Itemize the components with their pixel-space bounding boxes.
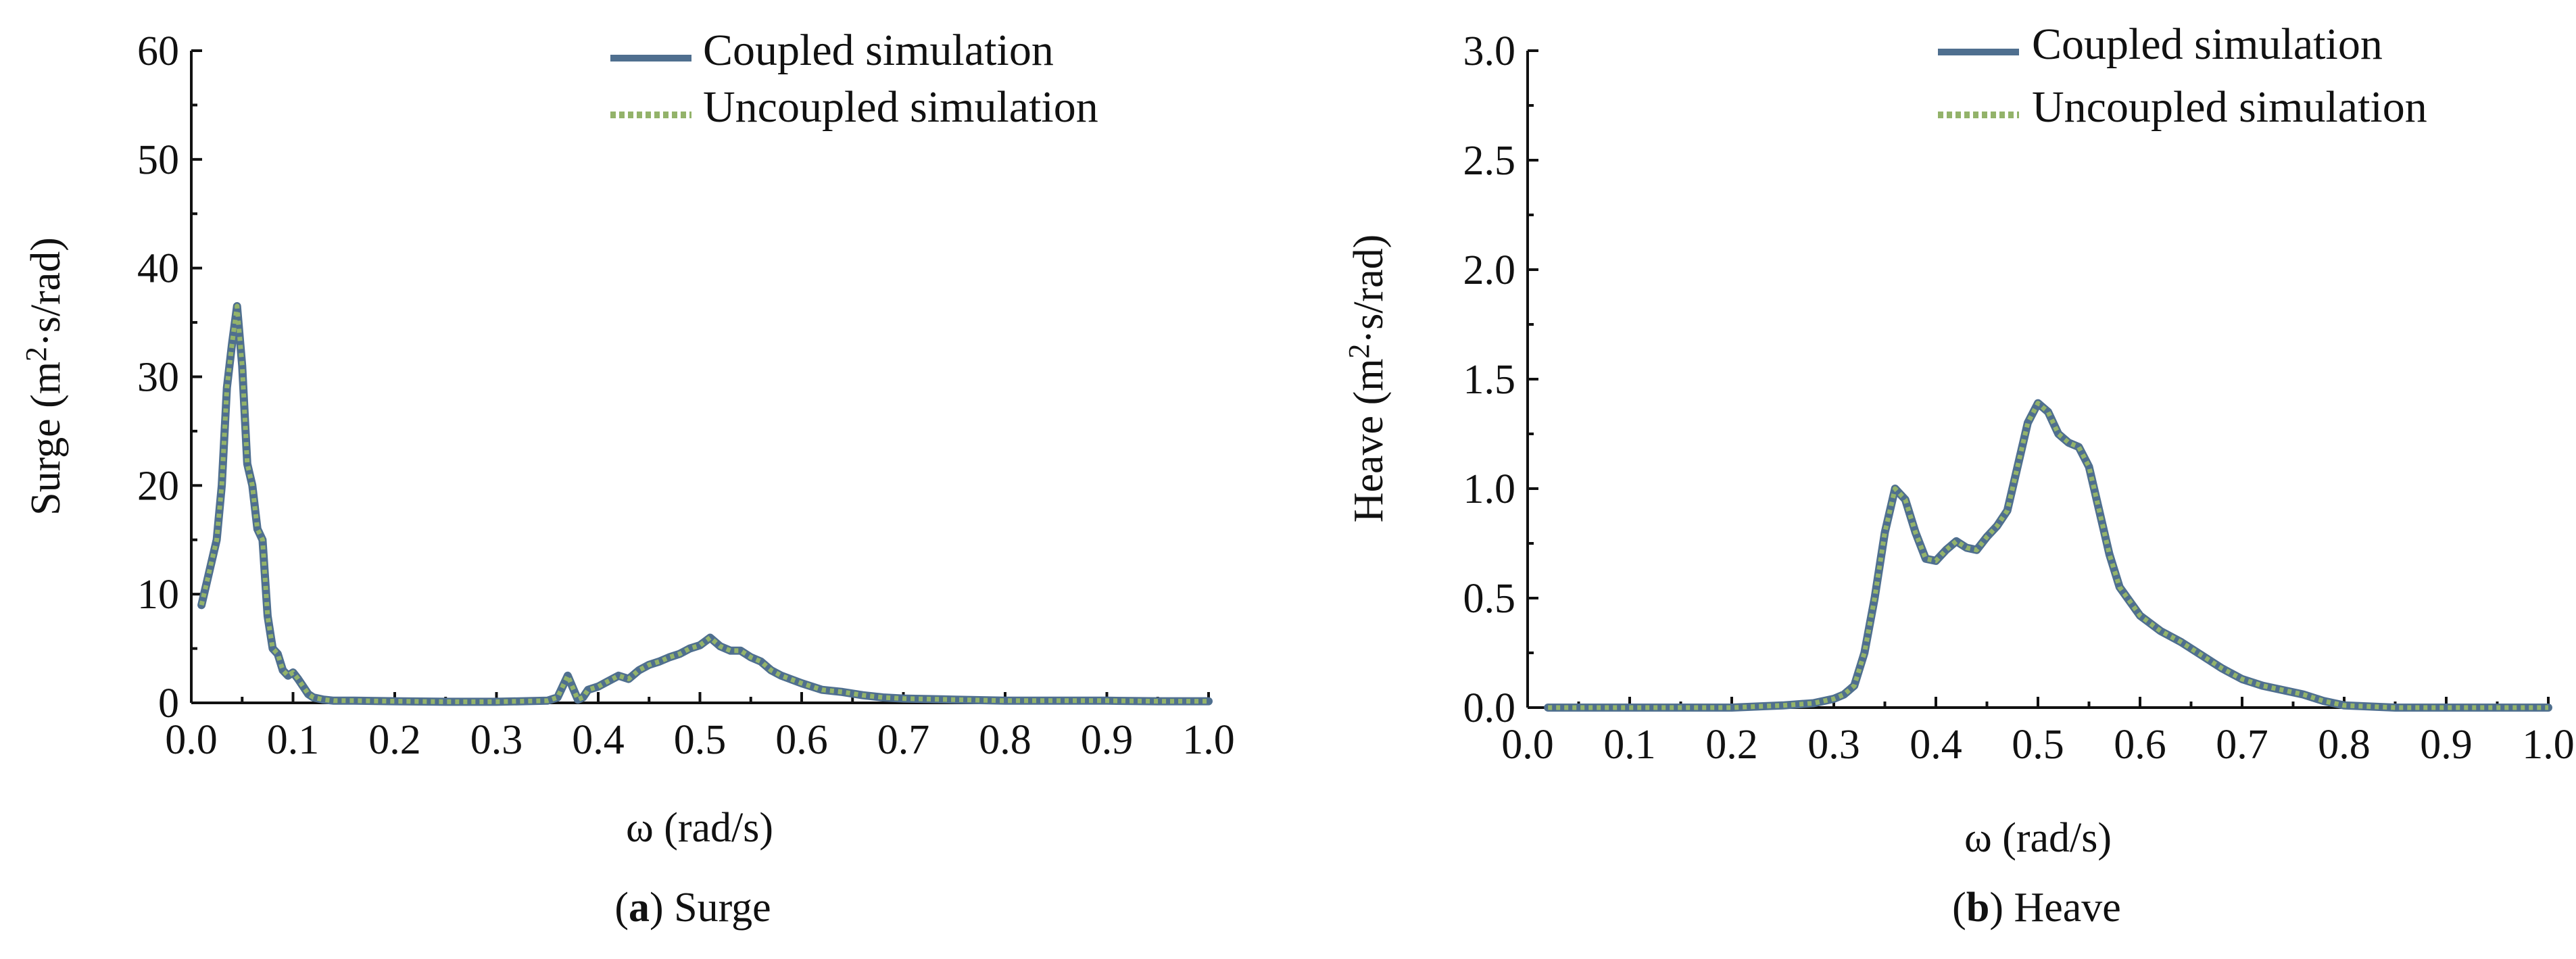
x-tick-label: 0.0 bbox=[165, 717, 218, 763]
x-tick-label: 0.9 bbox=[2420, 722, 2473, 768]
y-tick-label: 20 bbox=[137, 463, 179, 509]
y-tick-label: 30 bbox=[137, 355, 179, 401]
x-tick-label: 0.9 bbox=[1081, 717, 1134, 763]
y-tick-label: 0.0 bbox=[1463, 685, 1516, 731]
y-axis-title: Surge (m2·s/rad) bbox=[20, 237, 69, 516]
y-tick-group: 0.0 0.5 1.0 1.5 2.0 2.5 3.0 bbox=[1463, 28, 1538, 731]
series-group bbox=[197, 302, 1213, 706]
legend-label-uncoupled: Uncoupled simulation bbox=[2032, 82, 2427, 132]
x-tick-label: 0.4 bbox=[1910, 722, 1962, 768]
y-tick-label: 0 bbox=[158, 681, 179, 727]
x-tick-label: 0.8 bbox=[2318, 722, 2371, 768]
x-tick-label: 0.2 bbox=[368, 717, 421, 763]
x-tick-label: 1.0 bbox=[2522, 722, 2575, 768]
y-tick-label: 50 bbox=[137, 137, 179, 183]
legend: Coupled simulation Uncoupled simulation bbox=[1938, 20, 2427, 132]
legend-label-uncoupled: Uncoupled simulation bbox=[703, 82, 1098, 132]
x-tick-label: 0.4 bbox=[572, 717, 625, 763]
series-line-uncoupled bbox=[199, 303, 1209, 704]
x-tick-label: 0.2 bbox=[1705, 722, 1758, 768]
y-axis-title: Heave (m2·s/rad) bbox=[1342, 235, 1392, 523]
x-tick-label: 0.7 bbox=[2216, 722, 2268, 768]
legend-label-coupled: Coupled simulation bbox=[2032, 20, 2383, 69]
x-tick-label: 0.3 bbox=[1807, 722, 1860, 768]
x-tick-label: 0.8 bbox=[979, 717, 1031, 763]
x-tick-group: 0.0 0.1 0.2 0.3 0.4 0.5 0.6 0.7 0.8 0.9 1.0 bbox=[165, 692, 1235, 763]
x-tick-label: 0.1 bbox=[1603, 722, 1656, 768]
y-tick-label: 10 bbox=[137, 572, 179, 618]
y-tick-label: 2.5 bbox=[1463, 138, 1516, 184]
caption-a: (a) Surge bbox=[614, 885, 771, 931]
series-group bbox=[1544, 399, 2552, 712]
x-tick-label: 0.7 bbox=[877, 717, 930, 763]
panel-b: 0.0 0.5 1.0 1.5 2.0 2.5 3.0 0.0 0.1 0.2 0.3 0.4 0.5… bbox=[1342, 20, 2575, 931]
legend-label-coupled: Coupled simulation bbox=[703, 26, 1054, 75]
x-tick-group: 0.0 0.1 0.2 0.3 0.4 0.5 0.6 0.7 0.8 0.9 1.0 bbox=[1501, 697, 2575, 768]
y-tick-group: 0 10 20 30 40 50 60 bbox=[137, 28, 202, 727]
x-tick-label: 0.0 bbox=[1501, 722, 1554, 768]
y-tick-label: 2.0 bbox=[1463, 247, 1516, 293]
x-tick-label: 0.1 bbox=[267, 717, 320, 763]
x-tick-label: 0.3 bbox=[470, 717, 523, 763]
caption-b: (b) Heave bbox=[1952, 885, 2121, 931]
x-tick-label: 0.6 bbox=[775, 717, 828, 763]
y-tick-label: 40 bbox=[137, 246, 179, 292]
y-tick-label: 1.0 bbox=[1463, 466, 1516, 512]
x-axis-title: ω (rad/s) bbox=[626, 805, 773, 851]
series-line-coupled bbox=[1544, 399, 2552, 712]
x-axis-title: ω (rad/s) bbox=[1964, 815, 2112, 861]
series-line-uncoupled bbox=[1548, 401, 2548, 710]
y-tick-label: 0.5 bbox=[1463, 576, 1516, 622]
y-tick-label: 60 bbox=[137, 28, 179, 74]
series-line-coupled bbox=[197, 302, 1213, 706]
y-tick-label: 1.5 bbox=[1463, 357, 1516, 403]
legend: Coupled simulation Uncoupled simulation bbox=[610, 26, 1098, 132]
x-tick-label: 0.5 bbox=[674, 717, 727, 763]
x-tick-label: 0.5 bbox=[2012, 722, 2064, 768]
x-tick-label: 0.6 bbox=[2114, 722, 2166, 768]
y-tick-label: 3.0 bbox=[1463, 28, 1516, 74]
x-tick-label: 1.0 bbox=[1182, 717, 1235, 763]
